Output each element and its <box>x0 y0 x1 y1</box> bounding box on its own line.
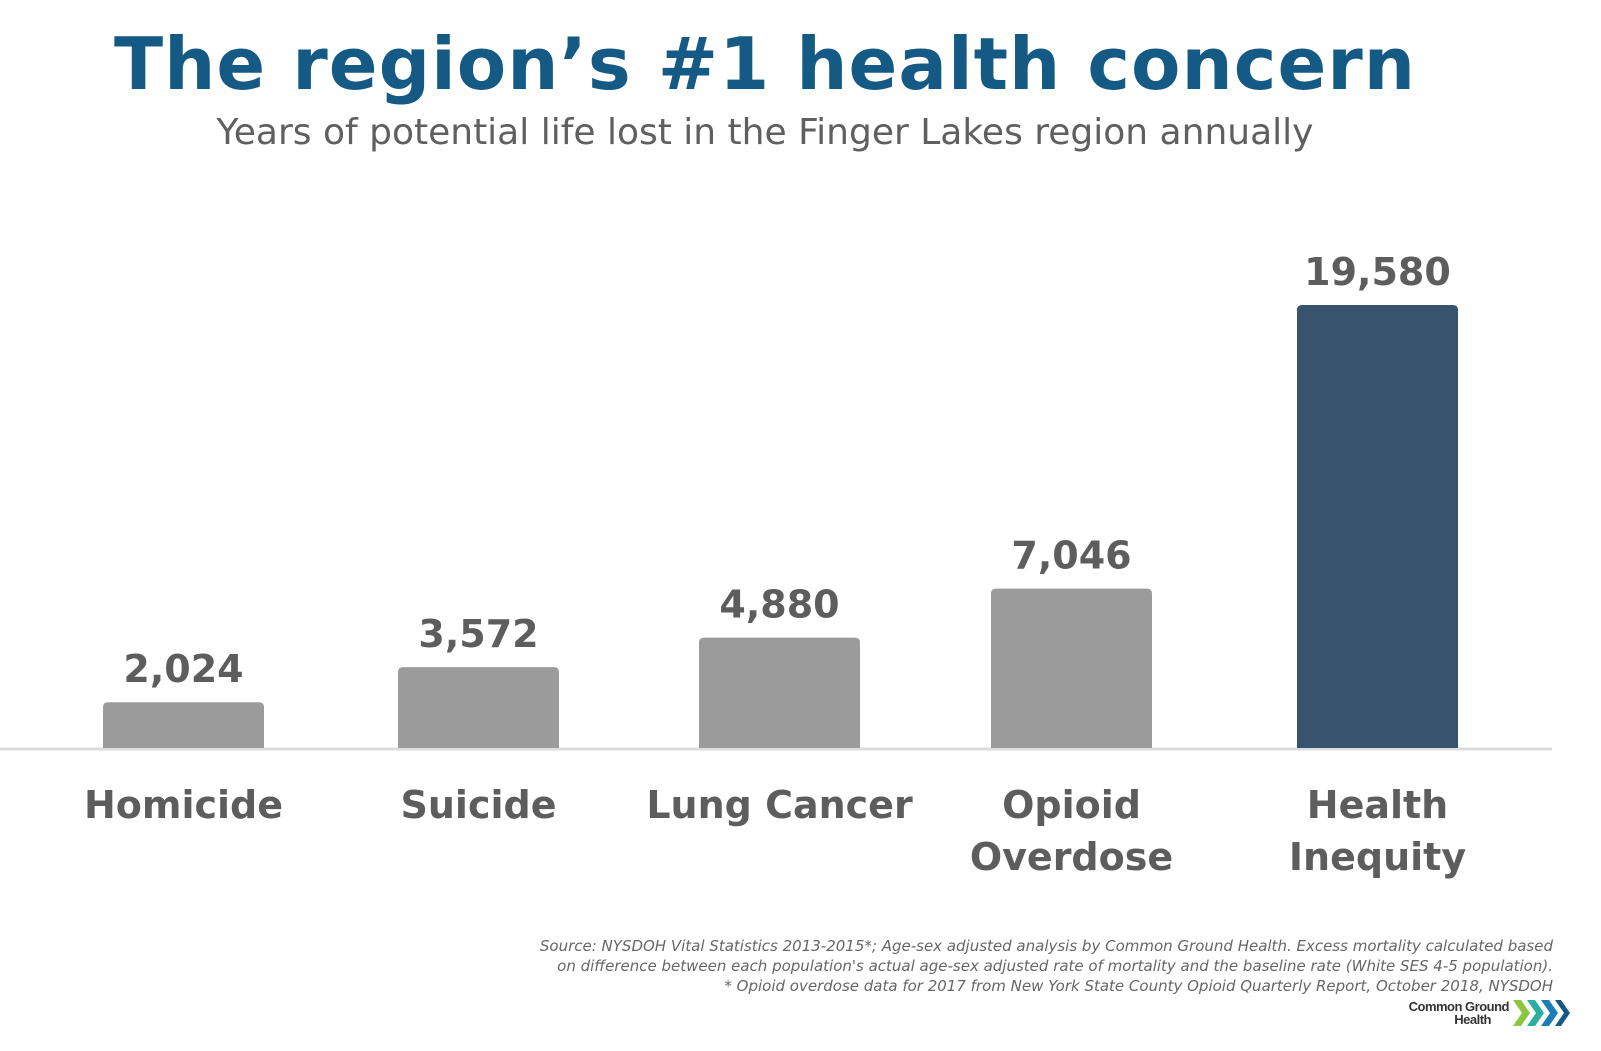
category-label: Suicide <box>401 783 557 827</box>
data-label: 4,880 <box>719 583 839 627</box>
data-label: 3,572 <box>418 612 538 656</box>
category-label: Homicide <box>84 783 283 827</box>
source-note: Source: NYSDOH Vital Statistics 2013-201… <box>540 936 1553 996</box>
chevrons-icon <box>1513 1000 1570 1026</box>
data-label: 7,046 <box>1011 534 1131 578</box>
category-label: Health <box>1307 783 1448 827</box>
bar <box>991 588 1152 748</box>
category-label: Inequity <box>1289 835 1466 879</box>
bar <box>103 702 264 748</box>
category-label: Lung Cancer <box>646 783 913 827</box>
source-line: Source: NYSDOH Vital Statistics 2013-201… <box>539 937 1553 955</box>
bar <box>398 667 559 748</box>
data-label: 19,580 <box>1304 250 1451 294</box>
data-label: 2,024 <box>123 647 243 691</box>
chart-title: The region’s #1 health concern <box>113 22 1417 106</box>
bar <box>1297 305 1458 748</box>
logo-text: Health <box>1454 1012 1491 1027</box>
source-line: on difference between each population's … <box>557 957 1553 975</box>
source-line: * Opioid overdose data for 2017 from New… <box>724 977 1553 995</box>
category-label: Opioid <box>1002 783 1141 827</box>
chart-subtitle: Years of potential life lost in the Fing… <box>216 112 1314 153</box>
category-label: Overdose <box>970 835 1173 879</box>
bar <box>699 637 860 748</box>
logo-text: Common Ground <box>1408 999 1510 1014</box>
common-ground-health-logo: Common Ground Health <box>1409 1000 1571 1026</box>
bar-chart: 2,024 Homicide 3,572 Suicide 4,880 Lung Cance… <box>0 250 1552 879</box>
